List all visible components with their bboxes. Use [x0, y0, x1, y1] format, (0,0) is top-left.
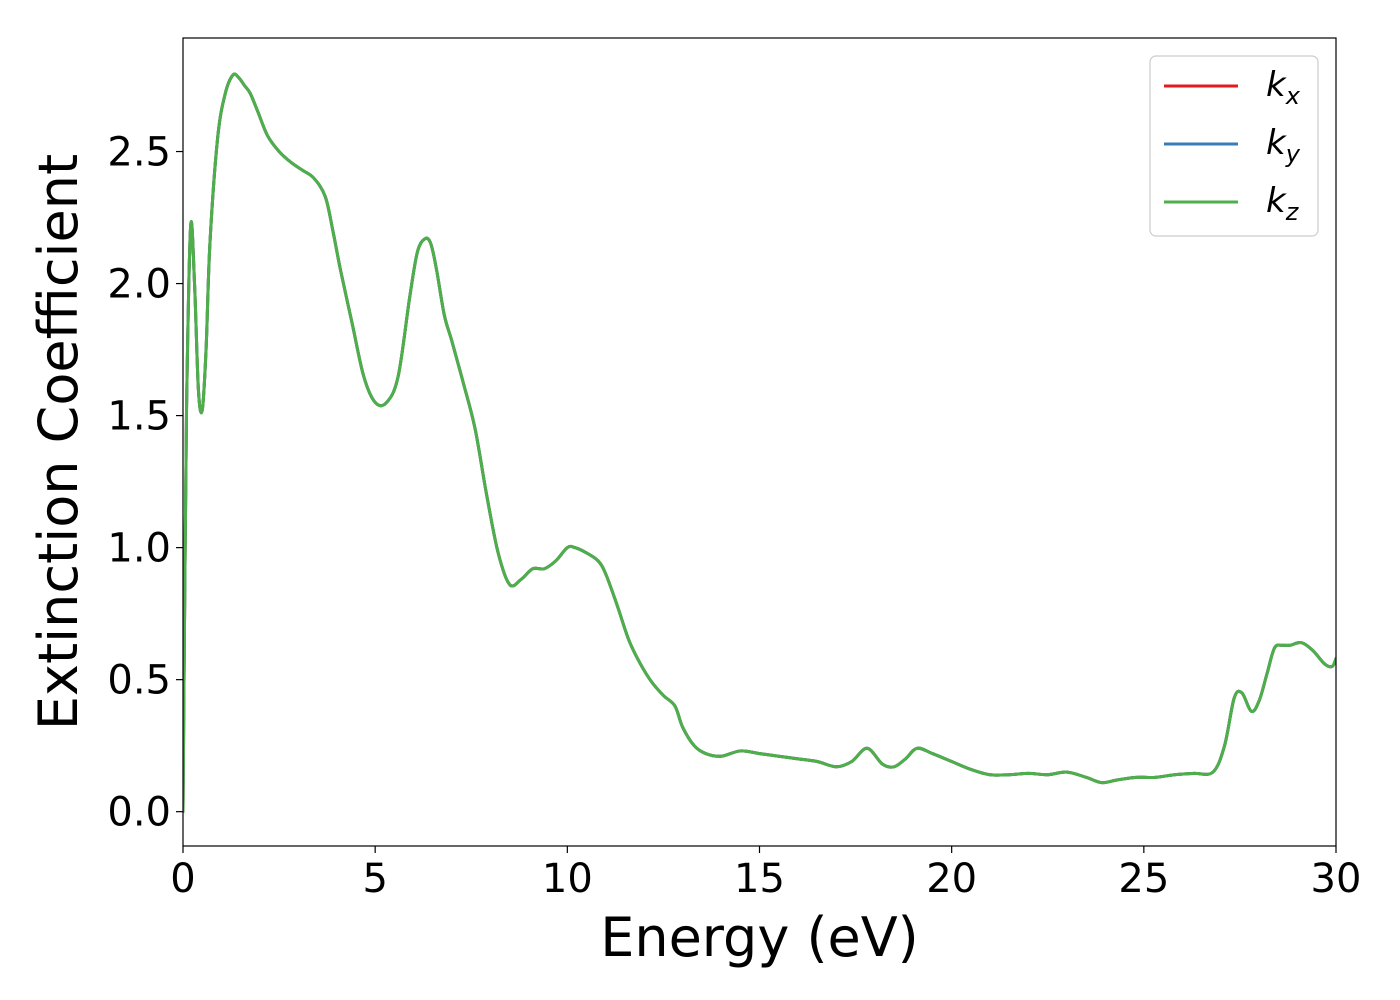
x-tick-label: 15	[734, 856, 785, 902]
y-tick-label: 2.5	[107, 130, 171, 176]
legend-box	[1149, 55, 1319, 237]
y-axis-ticks: 0.0 0.5 1.0 1.5 2.0 2.5	[107, 130, 183, 836]
y-tick-label: 2.0	[107, 262, 171, 308]
series-line-z	[183, 72, 1336, 814]
y-tick-label: 1.0	[107, 526, 171, 572]
legend: kx ky kz	[1149, 55, 1319, 237]
x-tick-label: 0	[170, 856, 195, 902]
x-axis-label: Energy (eV)	[600, 906, 919, 969]
y-tick-label: 1.5	[107, 394, 171, 440]
series-layer	[183, 72, 1336, 814]
legend-label-y: ky	[1266, 123, 1301, 168]
y-tick-label: 0.5	[107, 658, 171, 704]
x-tick-label: 25	[1118, 856, 1169, 902]
x-tick-label: 30	[1311, 856, 1362, 902]
y-axis-label: Extinction Coefficient	[27, 154, 90, 730]
legend-label-z: kz	[1266, 181, 1300, 226]
x-tick-label: 10	[542, 856, 593, 902]
x-tick-label: 5	[362, 856, 387, 902]
x-axis-ticks: 0 5 10 15 20 25 30	[170, 846, 1361, 902]
x-tick-label: 20	[926, 856, 977, 902]
legend-label-x: kx	[1266, 65, 1301, 110]
y-tick-label: 0.0	[107, 790, 171, 836]
